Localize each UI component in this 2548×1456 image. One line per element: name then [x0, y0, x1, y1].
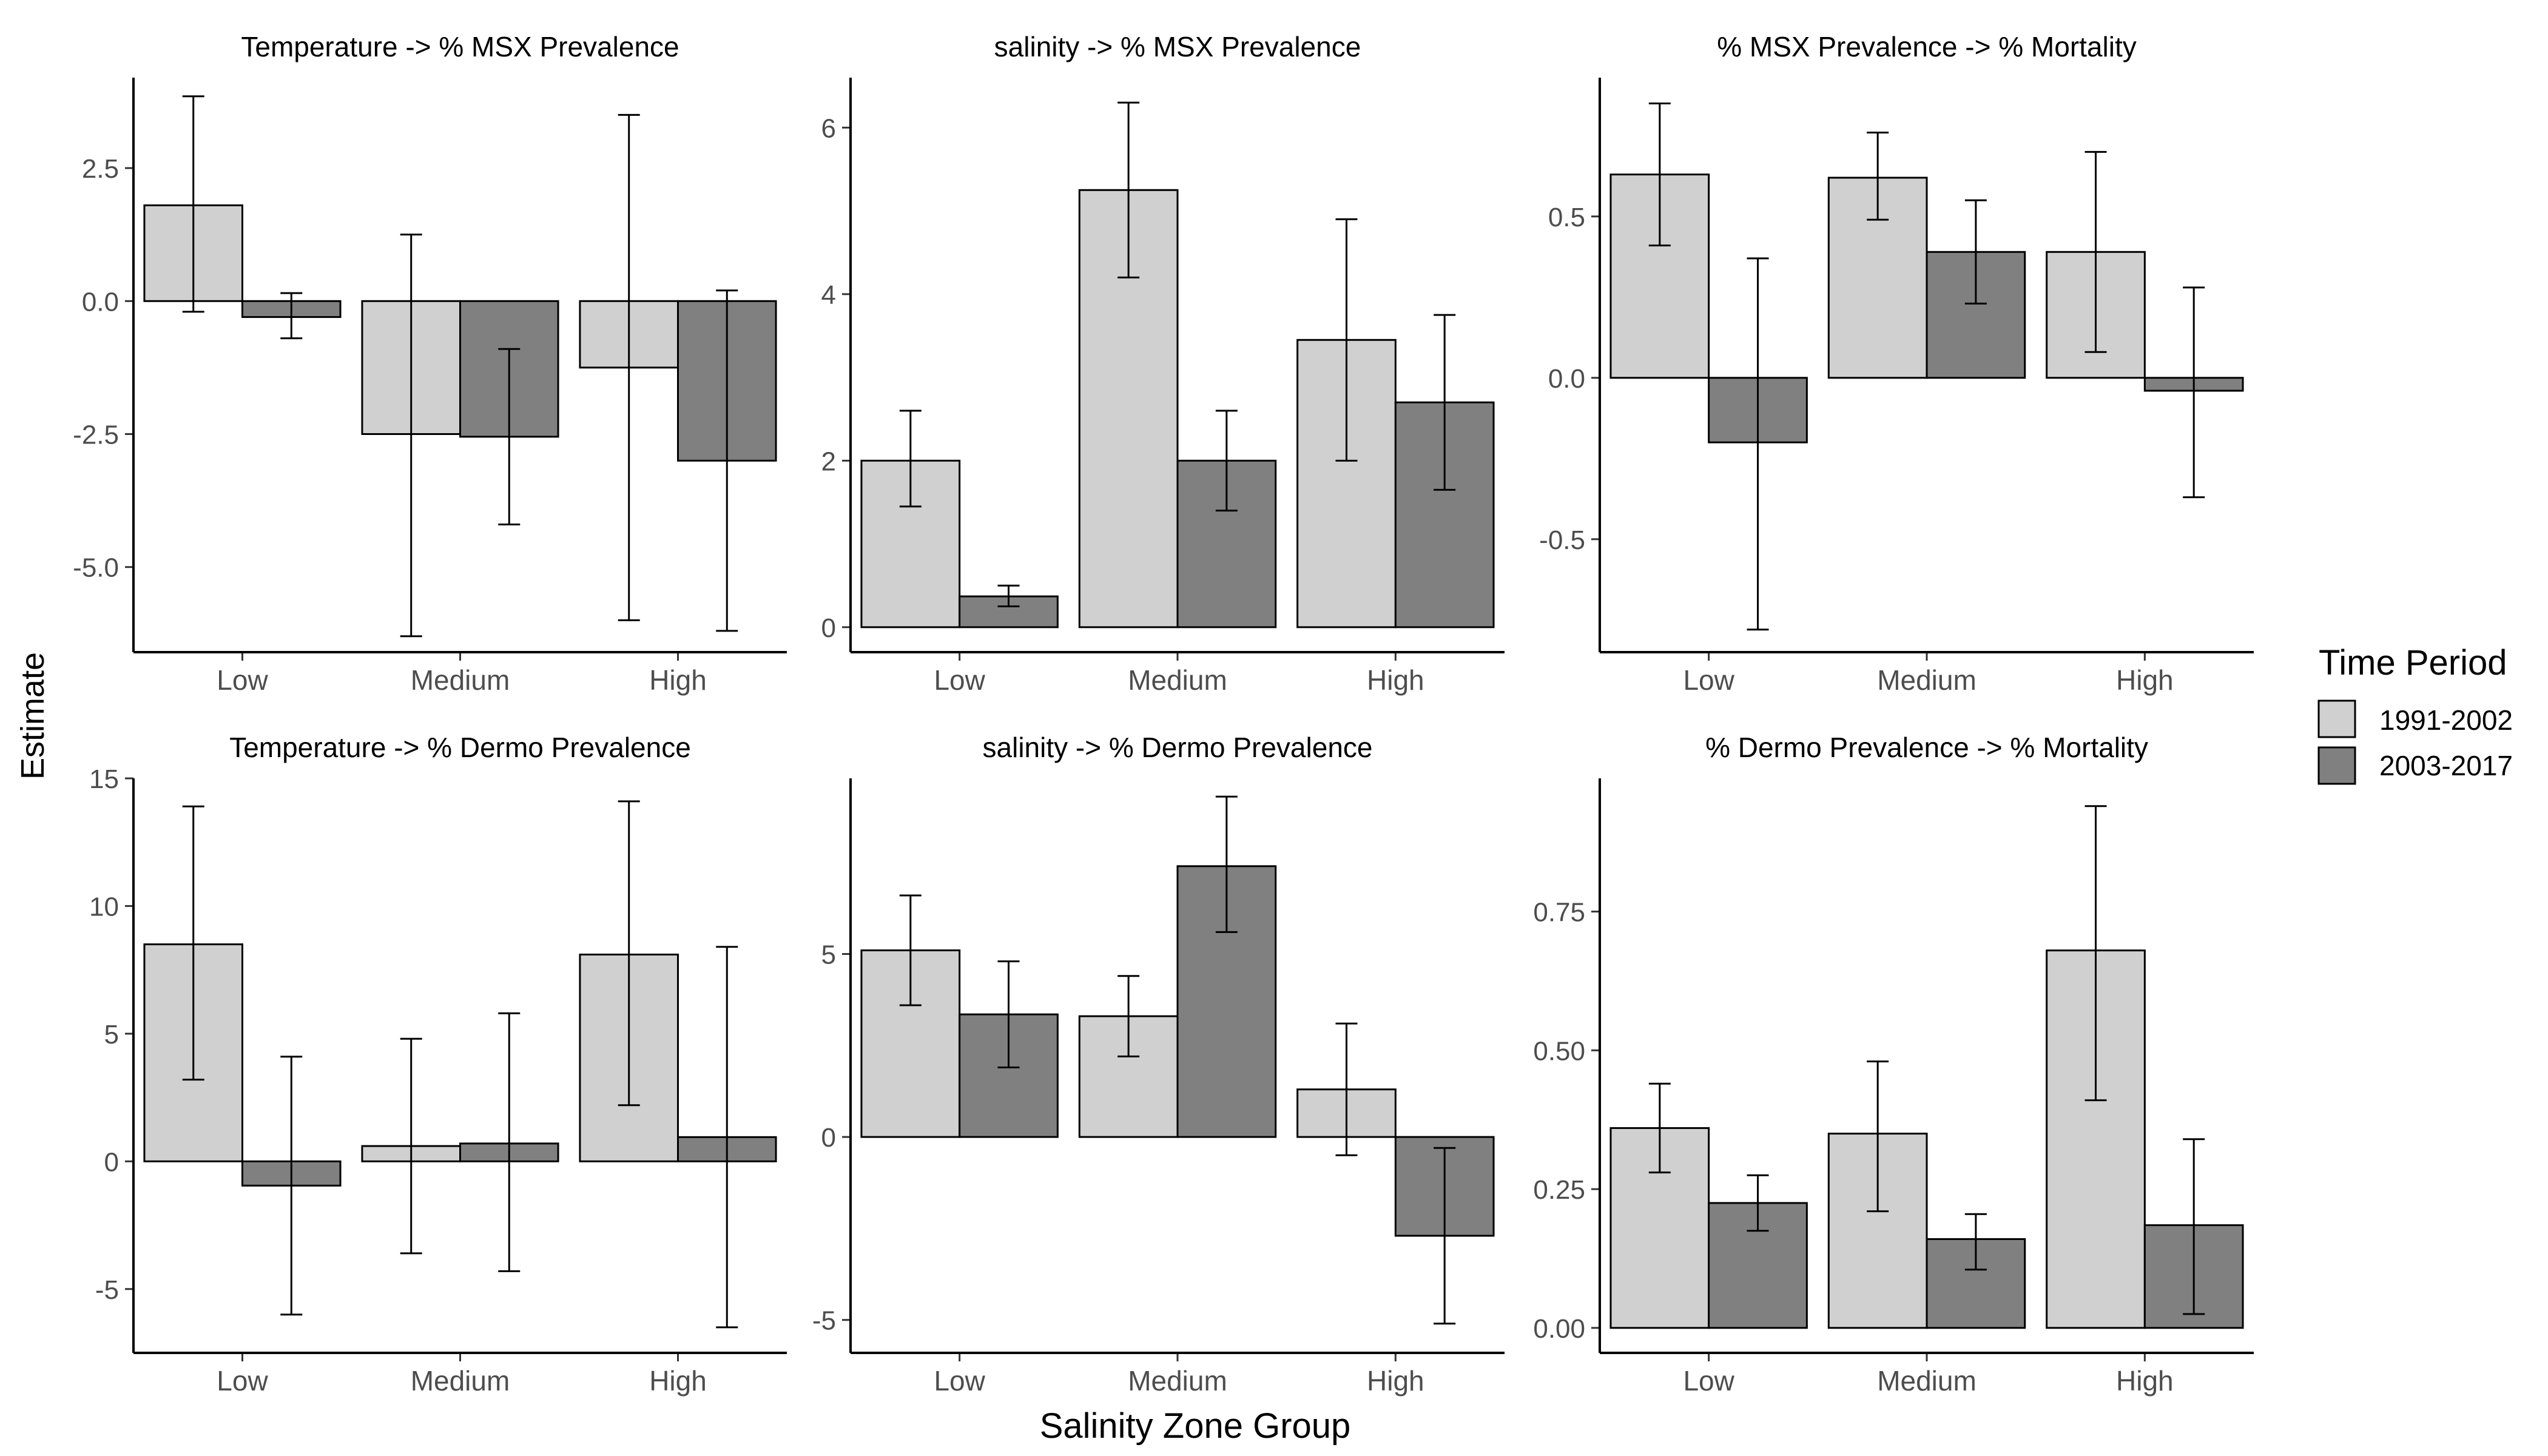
- panel-1-title: Temperature -> % MSX Prevalence: [241, 31, 679, 62]
- legend-title: Time Period: [2319, 643, 2507, 682]
- panel-6-y-tick-label-3: 0.75: [1533, 898, 1585, 928]
- panel-2-y-tick-label-1: 2: [821, 447, 836, 476]
- panel-3-x-tick-label-high: High: [2116, 664, 2174, 696]
- shared-y-axis-label: Estimate: [15, 652, 51, 780]
- panel-4-x-tick-label-low: Low: [217, 1365, 268, 1397]
- panel-5-x-tick-label-medium: Medium: [1128, 1365, 1227, 1397]
- panel-3-x-tick-label-low: Low: [1683, 664, 1734, 696]
- panel-2-title: salinity -> % MSX Prevalence: [994, 31, 1361, 62]
- panel-4-y-tick-label-4: 15: [89, 764, 119, 794]
- panel-1: Temperature -> % MSX Prevalence Low Medium…: [73, 31, 787, 696]
- panel-1-x-tick-label-medium: Medium: [411, 664, 510, 696]
- panel-6-y-tick-label-1: 0.25: [1533, 1175, 1585, 1205]
- panel-1-y-tick-label-0: -5.0: [73, 553, 119, 583]
- legend-swatch-2003-2017: [2317, 746, 2356, 785]
- panel-6-y-tick-label-0: 0.00: [1533, 1314, 1585, 1344]
- panel-6-x-tick-label-low: Low: [1683, 1365, 1734, 1397]
- panel-2-x-tick-label-low: Low: [934, 664, 985, 696]
- panel-5-title: salinity -> % Dermo Prevalence: [983, 732, 1373, 763]
- panel-5-x-tick-label-high: High: [1367, 1365, 1424, 1397]
- panel-5-y-tick-label-2: 5: [821, 940, 836, 970]
- panel-1-x-tick-label-low: Low: [217, 664, 268, 696]
- panel-2-y-tick-label-2: 4: [821, 280, 836, 310]
- panel-4-y-tick-label-1: 0: [104, 1147, 119, 1177]
- panel-4-x-tick-label-medium: Medium: [411, 1365, 510, 1397]
- panel-2: salinity -> % MSX Prevalence Low Medium Hig…: [821, 31, 1505, 696]
- panel-3-y-tick-label-2: 0.5: [1548, 203, 1585, 232]
- panel-3: % MSX Prevalence -> % Mortality Low Medium…: [1539, 31, 2254, 696]
- panel-4-title: Temperature -> % Dermo Prevalence: [229, 732, 691, 763]
- shared-x-axis-label: Salinity Zone Group: [1040, 1406, 1351, 1446]
- panel-1-y-tick-label-3: 2.5: [82, 154, 119, 184]
- panel-2-y-tick-label-3: 6: [821, 113, 836, 143]
- panel-6-x-tick-label-high: High: [2116, 1365, 2174, 1397]
- panel-4-y-tick-label-2: 5: [104, 1020, 119, 1050]
- panel-1-y-tick-label-1: -2.5: [73, 420, 119, 450]
- panel-3-bar-low-1991-2002: [1609, 174, 1710, 379]
- panel-4-y-tick-label-0: -5: [95, 1275, 119, 1305]
- panel-2-x-tick-label-medium: Medium: [1128, 664, 1227, 696]
- panel-3-y-tick-label-0: -0.5: [1539, 525, 1585, 555]
- panel-5: salinity -> % Dermo Prevalence Low Medium H…: [812, 732, 1505, 1397]
- panel-5-y-tick-label-0: -5: [812, 1306, 836, 1336]
- panel-4-x-tick-label-high: High: [649, 1365, 707, 1397]
- legend-label-1991-2002: 1991-2002: [2379, 704, 2513, 736]
- legend-label-2003-2017: 2003-2017: [2379, 750, 2513, 781]
- panel-4: Temperature -> % Dermo Prevalence Low Medi…: [89, 732, 787, 1397]
- panel-3-y-tick-label-1: 0.0: [1548, 364, 1585, 394]
- legend-swatch-1991-2002: [2317, 699, 2356, 738]
- panel-6-y-tick-label-2: 0.50: [1533, 1036, 1585, 1066]
- panel-6-title: % Dermo Prevalence -> % Mortality: [1705, 732, 2148, 763]
- panel-5-x-tick-label-low: Low: [934, 1365, 985, 1397]
- panel-1-y-tick-label-2: 0.0: [82, 287, 119, 317]
- chart-panels: Temperature -> % MSX Prevalence Low Medium…: [73, 31, 2254, 1397]
- panel-3-x-tick-label-medium: Medium: [1877, 664, 1977, 696]
- panel-2-y-tick-label-0: 0: [821, 613, 836, 643]
- panel-5-y-tick-label-1: 0: [821, 1123, 836, 1153]
- panel-4-y-tick-label-3: 10: [89, 892, 119, 922]
- panel-6: % Dermo Prevalence -> % Mortality Low Medi…: [1533, 732, 2254, 1397]
- legend: Time Period 1991-2002 2003-2017: [2317, 643, 2513, 785]
- panel-6-x-tick-label-medium: Medium: [1877, 1365, 1977, 1397]
- panel-2-x-tick-label-high: High: [1367, 664, 1424, 696]
- panel-1-x-tick-label-high: High: [649, 664, 707, 696]
- panel-3-title: % MSX Prevalence -> % Mortality: [1717, 31, 2137, 62]
